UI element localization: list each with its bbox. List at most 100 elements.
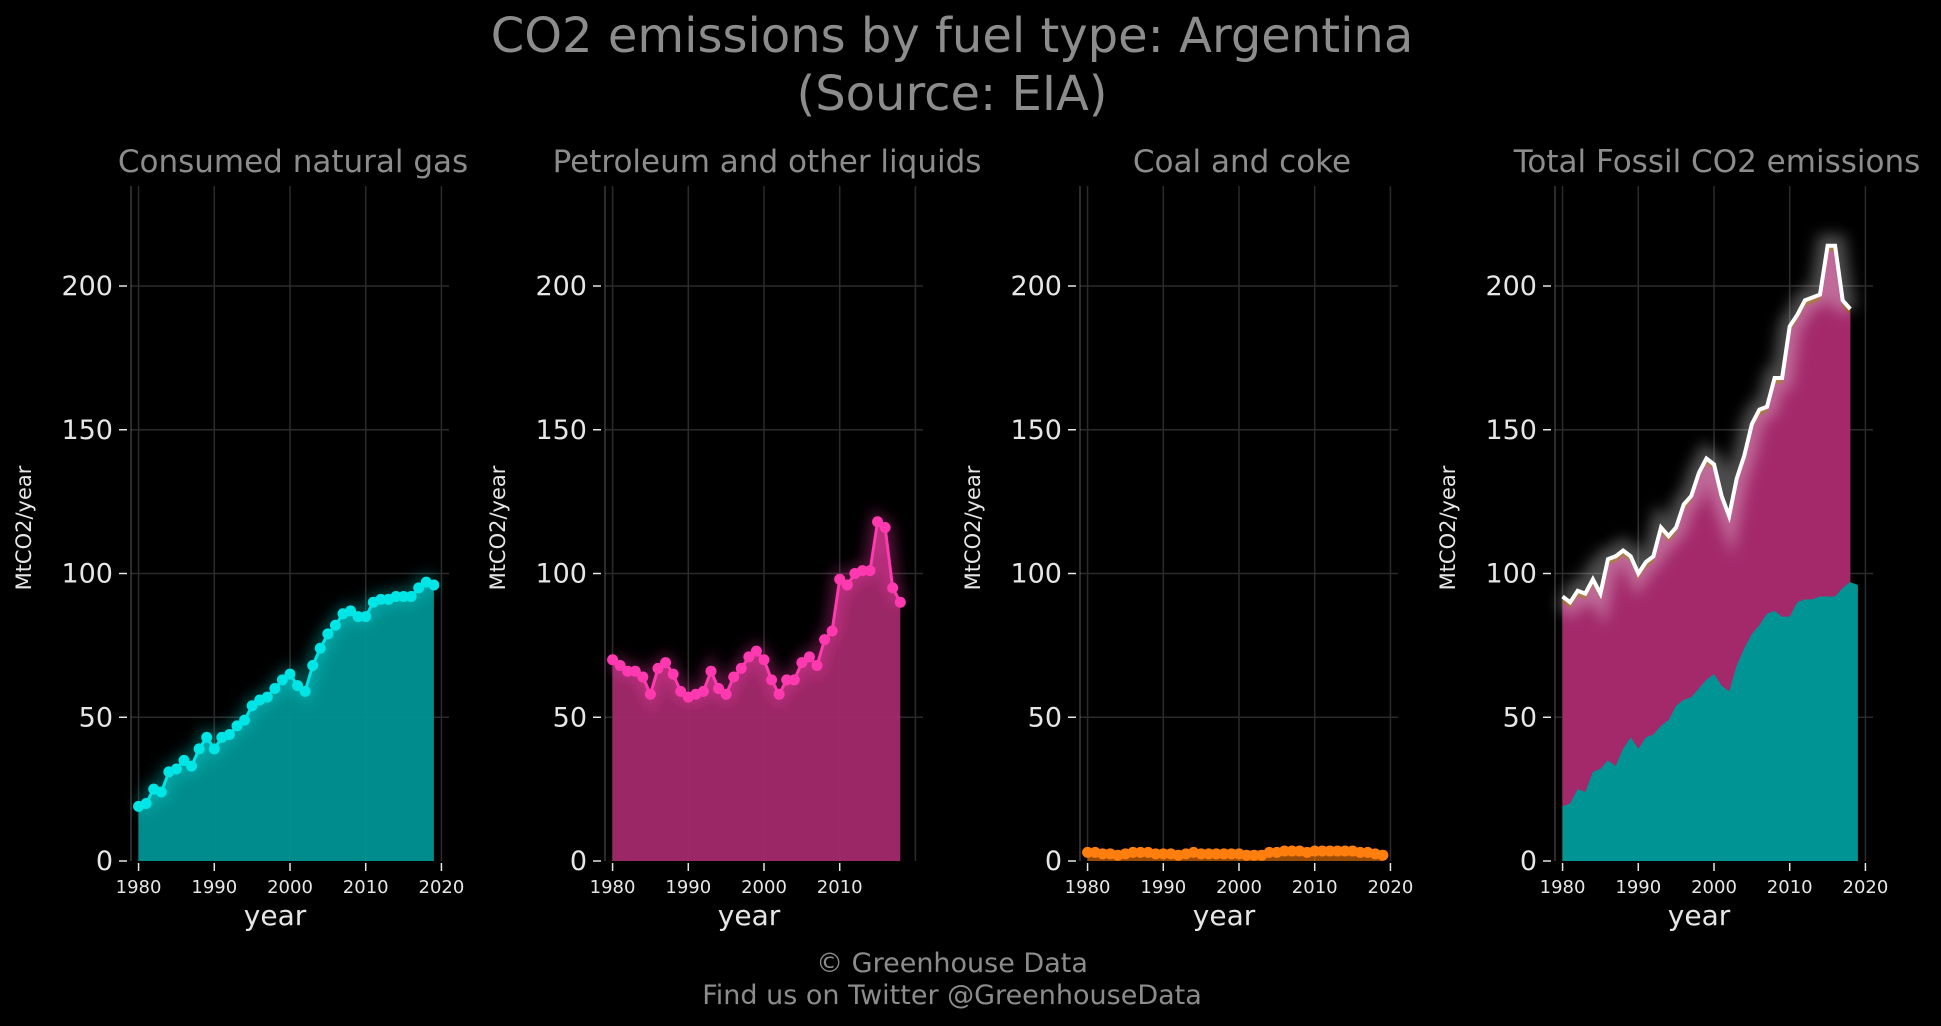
coal-point [1241, 849, 1253, 861]
panel-4: 0 50 100 150 200 1980 1990 2000 2010 2020 year MtCO… [1436, 144, 1920, 932]
x-tick-label: 1990 [1140, 877, 1186, 898]
y-axis-label: MtCO2/year [12, 465, 36, 590]
gas-point [405, 591, 417, 602]
petroleum-point [735, 662, 747, 674]
gas-area [138, 582, 434, 861]
gas-point [140, 798, 152, 809]
coal-point [1135, 846, 1147, 858]
petroleum-point [834, 573, 846, 585]
coal-point [1309, 845, 1321, 857]
coal-point [1324, 845, 1336, 857]
x-tick-label: 1990 [665, 877, 711, 898]
x-axis-label: year [1193, 899, 1256, 932]
y-tick-label: 100 [1010, 559, 1062, 590]
figure-title: CO2 emissions by fuel type: Argentina [491, 8, 1414, 64]
petroleum-point [803, 651, 815, 663]
petroleum-point [644, 688, 656, 700]
petroleum-point [660, 657, 672, 669]
gas-point [201, 731, 213, 743]
twitter-footer: Find us on Twitter @GreenhouseData [702, 980, 1202, 1011]
total-line [1561, 243, 1852, 606]
y-axis-label: MtCO2/year [1436, 465, 1460, 590]
y-tick-label: 0 [1520, 846, 1537, 877]
y-tick-label: 50 [79, 702, 113, 733]
y-axis-label: MtCO2/year [486, 465, 510, 590]
petroleum-point [705, 665, 717, 677]
coal-point [1339, 845, 1351, 857]
y-tick-label: 150 [1010, 415, 1062, 446]
gas-point [231, 720, 243, 732]
coal-point [1278, 845, 1290, 857]
petroleum-point [720, 688, 732, 700]
gas-point [208, 743, 220, 755]
petroleum-point [697, 685, 709, 697]
panel-2: 0 50 100 150 200 1980 1990 2000 2010 year MtCO2/ye… [486, 144, 981, 932]
gas-point [155, 786, 167, 798]
y-tick-label: 150 [61, 415, 113, 446]
gas-point [329, 619, 341, 631]
coal-point [1157, 848, 1169, 860]
petroleum-point [788, 674, 800, 686]
x-tick-label: 2000 [741, 877, 787, 898]
x-tick-label: 1980 [1065, 877, 1111, 898]
petroleum-point [773, 688, 785, 700]
coal-point [1331, 845, 1343, 857]
y-tick-label: 100 [1485, 559, 1537, 590]
gas-point [246, 700, 258, 712]
panel-title: Petroleum and other liquids [553, 144, 982, 180]
x-tick-label: 2000 [1691, 877, 1737, 898]
panel-title: Consumed natural gas [118, 144, 468, 180]
gas-point [223, 729, 235, 740]
petroleum-point [629, 665, 641, 677]
y-tick-label: 50 [553, 702, 587, 733]
petroleum-point [766, 674, 778, 686]
y-tick-label: 100 [61, 559, 113, 590]
gas-point [269, 683, 281, 694]
y-axis-label: MtCO2/year [961, 465, 985, 590]
x-axis-label: year [718, 899, 781, 932]
x-tick-label: 2010 [1292, 877, 1338, 898]
gas-point [428, 579, 440, 591]
gas-point [375, 593, 387, 605]
coal-point [1195, 848, 1207, 860]
petroleum-point [887, 582, 899, 594]
y-tick-label: 0 [570, 846, 587, 877]
x-tick-label: 2000 [1216, 877, 1262, 898]
gas-point [193, 743, 205, 755]
coal-point [1218, 848, 1230, 860]
panel-3: 0 50 100 150 200 1980 1990 2000 2010 2020 year MtCO… [961, 144, 1413, 932]
coal-point [1286, 845, 1298, 857]
petroleum-point [894, 596, 906, 608]
petroleum-point [637, 671, 649, 683]
coal-point [1210, 848, 1222, 860]
chart-panels: 0 50 100 150 200 1980 1990 2000 2010 2020 year MtCO… [12, 144, 1920, 932]
x-tick-label: 1990 [191, 877, 237, 898]
petroleum-point [667, 668, 679, 680]
petroleum-point [750, 645, 762, 657]
x-tick-label: 2020 [419, 877, 465, 898]
y-tick-label: 50 [1028, 702, 1062, 733]
copyright-footer: © Greenhouse Data [816, 948, 1088, 979]
petroleum-area [612, 521, 901, 861]
petroleum-point [652, 662, 664, 674]
y-tick-label: 200 [1010, 271, 1062, 302]
x-tick-label: 1980 [1540, 877, 1586, 898]
gas-point [360, 611, 372, 623]
x-axis-label: year [244, 899, 307, 932]
petroleum-point [879, 522, 891, 533]
gas-point [170, 763, 182, 775]
x-tick-label: 1980 [590, 877, 636, 898]
petroleum-point [841, 579, 853, 591]
x-tick-label: 2010 [817, 877, 863, 898]
petroleum-point [796, 657, 808, 669]
gas-point [314, 642, 326, 654]
coal-point [1203, 848, 1215, 860]
petroleum-point [607, 654, 619, 666]
petroleum-point [826, 625, 838, 637]
y-tick-label: 0 [96, 846, 113, 877]
coal-point [1377, 849, 1389, 861]
petroleum-point [819, 634, 831, 646]
coal-point [1082, 846, 1094, 858]
x-tick-label: 2020 [1368, 877, 1414, 898]
panel-title: Total Fossil CO2 emissions [1513, 144, 1921, 180]
